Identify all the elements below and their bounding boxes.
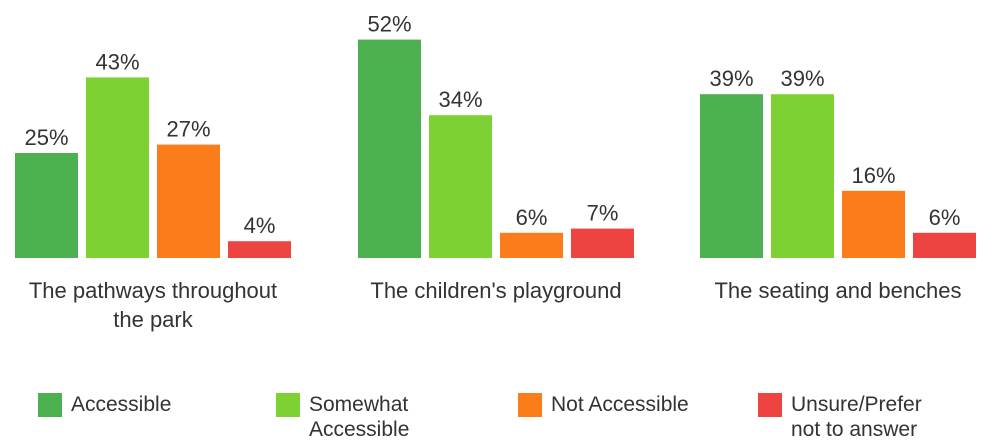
bar-somewhat-accessible-3	[771, 94, 834, 258]
bar-somewhat-accessible-1	[86, 77, 149, 259]
data-label-unsure-prefer-not-to-answer-3: 6%	[929, 205, 961, 230]
legend-label-unsure: Unsure/Prefer not to answer	[791, 393, 922, 441]
grouped-bar-chart: 25% 52% 39% 43% 34% 39% 27% 6% 16% 4% 7% 6% The path…	[15, 12, 976, 332]
legend-swatch-accessible	[38, 393, 62, 417]
legend-label-not-accessible: Not Accessible	[551, 393, 689, 416]
legend-label-somewhat-accessible: Somewhat Accessible	[309, 393, 410, 441]
bar-unsure-prefer-not-to-answer-3	[913, 232, 976, 258]
bar-accessible-1	[15, 153, 78, 258]
bar-unsure-prefer-not-to-answer-1	[228, 241, 291, 258]
data-label-accessible-3: 39%	[709, 66, 753, 91]
data-label-somewhat-accessible-1: 43%	[95, 49, 139, 74]
legend-item-accessible: Accessible	[38, 392, 171, 417]
legend-swatch-not-accessible	[518, 393, 542, 417]
category-label-3: The seating and benches	[714, 278, 961, 303]
legend-item-somewhat-accessible: Somewhat Accessible	[276, 392, 409, 442]
category-label-2: The children's playground	[370, 278, 621, 303]
legend-swatch-unsure	[758, 393, 782, 417]
data-label-somewhat-accessible-3: 39%	[780, 66, 824, 91]
data-label-not-accessible-1: 27%	[166, 117, 210, 142]
data-label-unsure-prefer-not-to-answer-1: 4%	[244, 213, 276, 238]
bar-somewhat-accessible-2	[429, 115, 492, 258]
bar-unsure-prefer-not-to-answer-2	[571, 228, 634, 258]
legend-label-accessible: Accessible	[71, 393, 172, 416]
data-label-not-accessible-2: 6%	[516, 205, 548, 230]
data-label-accessible-1: 25%	[24, 125, 68, 150]
data-label-somewhat-accessible-2: 34%	[438, 87, 482, 112]
data-label-not-accessible-3: 16%	[851, 163, 895, 188]
chart-legend: Accessible Somewhat Accessible Not Acces…	[0, 392, 986, 446]
bar-not-accessible-3	[842, 190, 905, 258]
bar-not-accessible-1	[157, 144, 220, 258]
bar-accessible-3	[700, 94, 763, 258]
legend-item-unsure: Unsure/Prefer not to answer	[758, 392, 922, 442]
legend-swatch-somewhat-accessible	[276, 393, 300, 417]
category-label-1: The pathways throughout the park	[29, 278, 277, 332]
data-label-unsure-prefer-not-to-answer-2: 7%	[587, 201, 619, 226]
bar-not-accessible-2	[500, 232, 563, 258]
data-label-accessible-2: 52%	[367, 12, 411, 37]
legend-item-not-accessible: Not Accessible	[518, 392, 689, 417]
bar-accessible-2	[358, 39, 421, 258]
